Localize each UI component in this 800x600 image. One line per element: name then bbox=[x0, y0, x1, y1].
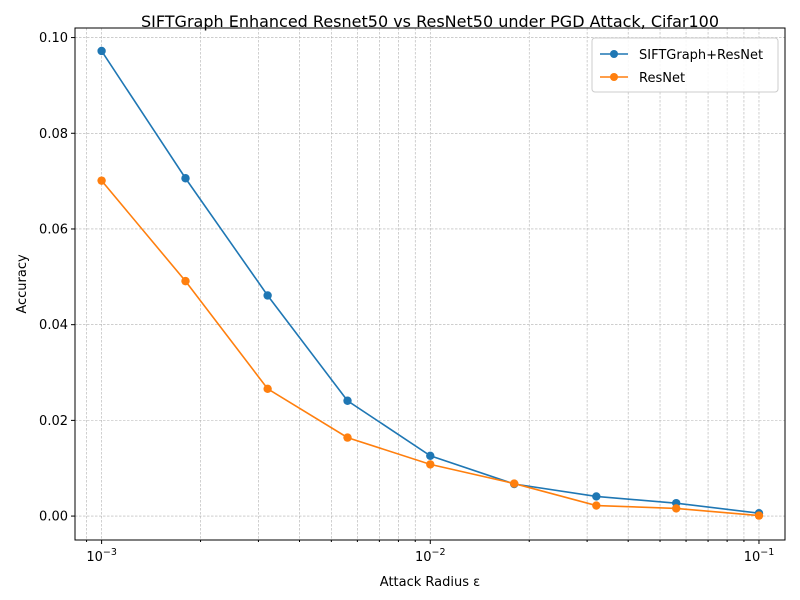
y-tick-label: 0.02 bbox=[39, 414, 68, 429]
legend: SIFTGraph+ResNet ResNet bbox=[591, 37, 779, 93]
x-axis-label: Attack Radius ε bbox=[380, 575, 480, 590]
data-point-resnet bbox=[97, 176, 106, 185]
data-point-siftgraph bbox=[263, 291, 272, 300]
data-point-siftgraph bbox=[426, 451, 435, 460]
y-tick-label: 0.08 bbox=[39, 127, 68, 142]
data-point-resnet bbox=[426, 460, 435, 469]
legend-marker-siftgraph bbox=[610, 50, 618, 58]
data-point-siftgraph bbox=[592, 492, 601, 501]
series-layer bbox=[97, 46, 764, 520]
data-point-resnet bbox=[592, 501, 601, 510]
x-tick-exponent: −1 bbox=[760, 547, 774, 558]
x-tick-base: 10 bbox=[86, 550, 103, 565]
x-tick-exponent: −3 bbox=[103, 547, 117, 558]
data-point-siftgraph bbox=[181, 174, 190, 183]
data-point-siftgraph bbox=[97, 46, 106, 56]
data-point-resnet bbox=[509, 479, 519, 488]
x-tick-base: 10 bbox=[415, 550, 432, 565]
data-point-resnet bbox=[672, 504, 681, 513]
x-tick-label: 10−1 bbox=[744, 547, 775, 565]
x-tick-label: 10−3 bbox=[86, 547, 117, 565]
legend-label-siftgraph: SIFTGraph+ResNet bbox=[639, 48, 763, 63]
data-point-resnet bbox=[754, 511, 764, 520]
x-tick-label: 10−2 bbox=[415, 547, 446, 565]
y-tick-label: 0.10 bbox=[39, 31, 68, 46]
chart-title: SIFTGraph Enhanced Resnet50 vs ResNet50 … bbox=[141, 12, 719, 31]
legend-box bbox=[591, 37, 779, 93]
x-tick-exponent: −2 bbox=[432, 547, 446, 558]
data-point-resnet bbox=[343, 433, 352, 442]
legend-label-resnet: ResNet bbox=[639, 71, 685, 86]
y-tick-label: 0.06 bbox=[39, 222, 68, 237]
y-tick-label: 0.00 bbox=[39, 510, 68, 525]
data-point-siftgraph bbox=[343, 396, 352, 405]
data-point-resnet bbox=[181, 276, 190, 286]
grid bbox=[75, 28, 785, 540]
x-tick-base: 10 bbox=[744, 550, 761, 565]
y-axis-label: Accuracy bbox=[15, 254, 30, 314]
data-point-resnet bbox=[263, 384, 272, 393]
legend-marker-resnet bbox=[610, 73, 618, 81]
y-tick-label: 0.04 bbox=[39, 318, 68, 333]
